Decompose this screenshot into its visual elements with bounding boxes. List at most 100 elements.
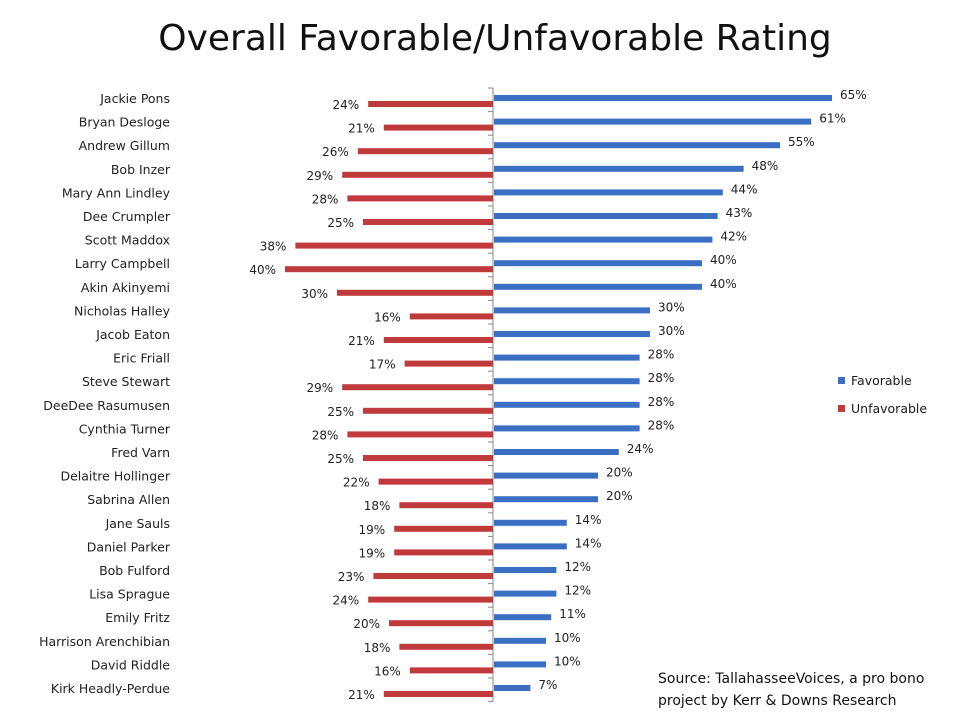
data-label-unfavorable: 25% xyxy=(327,405,354,419)
category-label: Sabrina Allen xyxy=(87,492,170,507)
source-note: Source: TallahasseeVoices, a pro bono pr… xyxy=(658,671,925,709)
bar-favorable xyxy=(494,614,552,621)
data-label-unfavorable: 18% xyxy=(364,499,391,513)
data-label-favorable: 40% xyxy=(710,253,737,267)
data-label-favorable: 12% xyxy=(564,584,591,598)
data-label-unfavorable: 28% xyxy=(312,428,339,442)
bar-unfavorable xyxy=(389,620,493,627)
category-label: Fred Varn xyxy=(111,445,170,460)
data-label-favorable: 28% xyxy=(648,418,675,432)
bar-unfavorable xyxy=(363,455,493,461)
bar-favorable xyxy=(494,661,546,668)
category-label: Bryan Desloge xyxy=(79,115,171,130)
data-label-favorable: 20% xyxy=(606,489,633,503)
data-label-unfavorable: 22% xyxy=(343,476,370,490)
bar-favorable xyxy=(494,567,557,573)
bar-favorable xyxy=(494,213,718,219)
data-label-unfavorable: 16% xyxy=(374,664,401,678)
data-label-unfavorable: 28% xyxy=(312,192,339,206)
data-label-favorable: 28% xyxy=(648,348,675,362)
bar-favorable xyxy=(494,118,812,125)
category-label: Nicholas Halley xyxy=(74,303,171,318)
bar-favorable xyxy=(494,354,640,361)
bar-unfavorable xyxy=(347,431,493,438)
data-label-unfavorable: 29% xyxy=(307,381,334,395)
data-label-favorable: 61% xyxy=(819,112,846,126)
legend-item-unfavorable: Unfavorable xyxy=(838,400,927,416)
bar-favorable xyxy=(494,543,567,550)
data-label-unfavorable: 19% xyxy=(359,546,386,560)
category-label: Jane Sauls xyxy=(105,516,170,531)
bar-favorable xyxy=(494,449,619,455)
category-label: Bob Inzer xyxy=(111,162,171,177)
category-label: Mary Ann Lindley xyxy=(62,185,171,200)
bar-unfavorable xyxy=(368,596,493,603)
data-label-favorable: 42% xyxy=(720,230,747,244)
category-label: Scott Maddox xyxy=(85,233,170,248)
bar-unfavorable xyxy=(399,643,493,650)
bar-unfavorable xyxy=(399,502,493,509)
data-label-unfavorable: 38% xyxy=(260,240,287,254)
bar-favorable xyxy=(494,260,702,267)
bar-unfavorable xyxy=(337,289,493,296)
bar-unfavorable xyxy=(373,573,493,579)
bar-unfavorable xyxy=(363,219,493,225)
data-label-unfavorable: 24% xyxy=(333,98,360,112)
bar-favorable xyxy=(494,685,531,691)
data-label-favorable: 30% xyxy=(658,300,685,314)
data-label-favorable: 43% xyxy=(726,206,753,220)
bar-favorable xyxy=(494,378,640,385)
bar-favorable xyxy=(494,165,744,172)
data-label-favorable: 44% xyxy=(731,182,758,196)
category-label: Larry Campbell xyxy=(75,256,170,271)
bar-unfavorable xyxy=(394,525,493,532)
data-label-favorable: 48% xyxy=(752,159,779,173)
bar-unfavorable xyxy=(295,242,493,249)
legend: Favorable Unfavorable xyxy=(838,372,927,428)
bar-unfavorable xyxy=(383,124,493,131)
data-label-favorable: 7% xyxy=(538,678,557,692)
bar-favorable xyxy=(494,590,557,597)
bar-unfavorable xyxy=(404,360,493,367)
legend-label-unfavorable: Unfavorable xyxy=(851,400,928,416)
data-label-unfavorable: 21% xyxy=(348,334,375,348)
bar-favorable xyxy=(494,401,640,408)
bar-unfavorable xyxy=(383,691,493,697)
bar-favorable xyxy=(494,142,780,149)
data-label-unfavorable: 17% xyxy=(369,358,396,372)
bar-unfavorable xyxy=(342,171,493,178)
category-label: Andrew Gillum xyxy=(79,138,170,153)
data-label-unfavorable: 18% xyxy=(364,641,391,655)
bar-unfavorable xyxy=(409,313,493,320)
bar-unfavorable xyxy=(409,667,493,674)
data-label-favorable: 14% xyxy=(575,513,602,527)
category-label: Lisa Sprague xyxy=(89,587,170,602)
data-label-favorable: 55% xyxy=(788,135,815,149)
bar-favorable xyxy=(494,331,650,337)
bar-unfavorable xyxy=(285,266,493,273)
data-label-unfavorable: 16% xyxy=(374,310,401,324)
category-label: Steve Stewart xyxy=(82,374,170,389)
data-label-unfavorable: 30% xyxy=(301,287,328,301)
category-label: DeeDee Rasumusen xyxy=(43,398,170,413)
legend-item-favorable: Favorable xyxy=(838,372,927,388)
data-label-unfavorable: 24% xyxy=(333,594,360,608)
data-label-unfavorable: 19% xyxy=(359,523,386,537)
bar-unfavorable xyxy=(383,337,493,343)
category-label: Emily Fritz xyxy=(105,610,170,625)
category-label: Bob Fulford xyxy=(99,563,170,578)
legend-label-favorable: Favorable xyxy=(851,372,912,388)
bar-favorable xyxy=(494,519,567,526)
data-label-favorable: 24% xyxy=(627,442,654,456)
category-label: David Riddle xyxy=(91,657,171,672)
bar-unfavorable xyxy=(357,148,493,155)
data-label-unfavorable: 25% xyxy=(327,452,354,466)
data-label-unfavorable: 29% xyxy=(307,169,334,183)
legend-swatch-favorable xyxy=(838,376,845,384)
data-label-unfavorable: 23% xyxy=(338,570,365,584)
category-label: Jacob Eaton xyxy=(95,327,170,342)
category-label: Eric Friall xyxy=(113,351,170,366)
category-label: Daniel Parker xyxy=(87,539,171,554)
category-label: Delaitre Hollinger xyxy=(60,469,170,484)
data-label-favorable: 30% xyxy=(658,324,685,338)
